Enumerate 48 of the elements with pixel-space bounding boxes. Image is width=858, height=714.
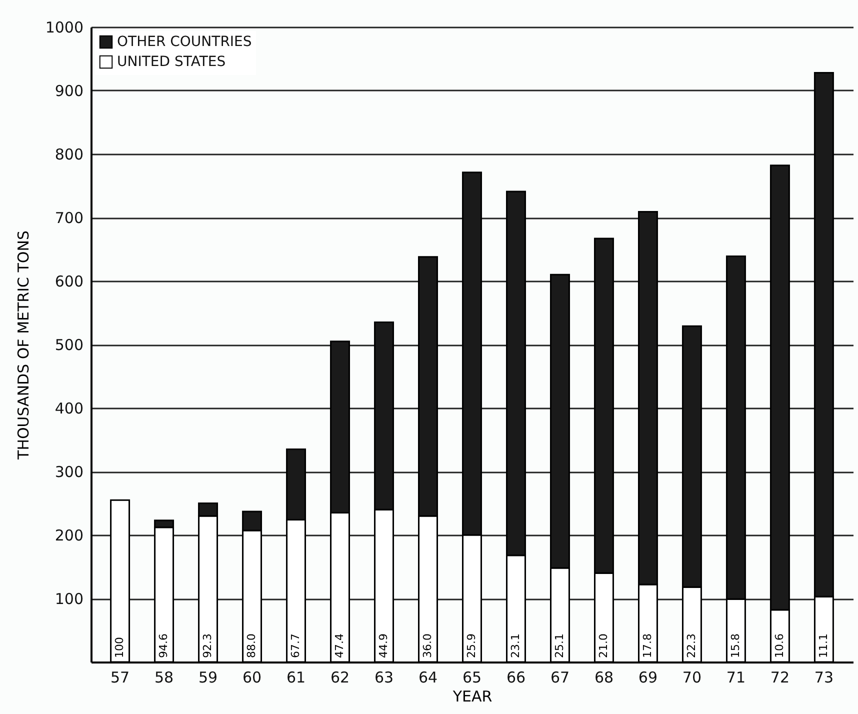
x-axis-title: YEAR [452, 688, 492, 706]
annotation: 25.9 [465, 634, 478, 658]
y-tick-label: 200 [54, 526, 84, 544]
x-tick-label: 63 [374, 668, 394, 686]
y-tick-label: 700 [54, 209, 84, 227]
x-tick-label: 69 [638, 668, 658, 686]
x-tick-label: 71 [726, 668, 746, 686]
y-tick-label: 400 [54, 400, 84, 418]
y-tick-label: 900 [54, 82, 84, 100]
x-tick-label: 67 [550, 668, 570, 686]
annotation: 25.1 [552, 634, 566, 658]
x-tick-label: 66 [506, 668, 526, 686]
x-tick-label: 62 [330, 668, 350, 686]
x-tick-label: 60 [242, 668, 262, 686]
annotation: 47.4 [333, 634, 346, 658]
x-tick-label: 61 [286, 668, 306, 686]
annotation: 67.7 [289, 634, 302, 658]
x-tick-label: 68 [594, 668, 614, 686]
y-tick-label: 100 [54, 590, 84, 608]
x-tick-label: 72 [770, 668, 790, 686]
x-tick-label: 59 [198, 668, 218, 686]
annotation: 100 [113, 637, 126, 658]
annotation: 15.8 [728, 634, 742, 658]
y-tick-label: 1000 [45, 18, 84, 36]
x-tick-label: 70 [682, 668, 702, 686]
legend-label: UNITED STATES [117, 54, 226, 70]
annotation: 94.6 [157, 634, 170, 658]
annotation: 11.1 [816, 634, 830, 658]
legend-label: OTHER COUNTRIES [117, 34, 252, 50]
annotation: 92.3 [201, 634, 214, 658]
annotation: 44.9 [377, 634, 390, 658]
y-axis-title: THOUSANDS OF METRIC TONS [14, 230, 32, 460]
x-tick-label: 73 [814, 668, 834, 686]
annotation: 10.6 [772, 634, 786, 658]
annotation: 17.8 [640, 634, 654, 658]
annotation: 23.1 [508, 634, 522, 658]
x-tick-label: 65 [462, 668, 482, 686]
annotation: 21.0 [596, 634, 610, 658]
annotation: 22.3 [684, 634, 698, 658]
y-tick-label: 500 [54, 336, 84, 354]
y-tick-label: 600 [54, 272, 84, 290]
x-tick-label: 58 [154, 668, 174, 686]
annotation: 88.0 [245, 634, 258, 658]
y-tick-label: 800 [54, 146, 84, 164]
x-tick-label: 57 [110, 668, 130, 686]
x-tick-label: 64 [418, 668, 438, 686]
annotation: 36.0 [421, 634, 434, 658]
y-tick-label: 300 [54, 463, 84, 481]
